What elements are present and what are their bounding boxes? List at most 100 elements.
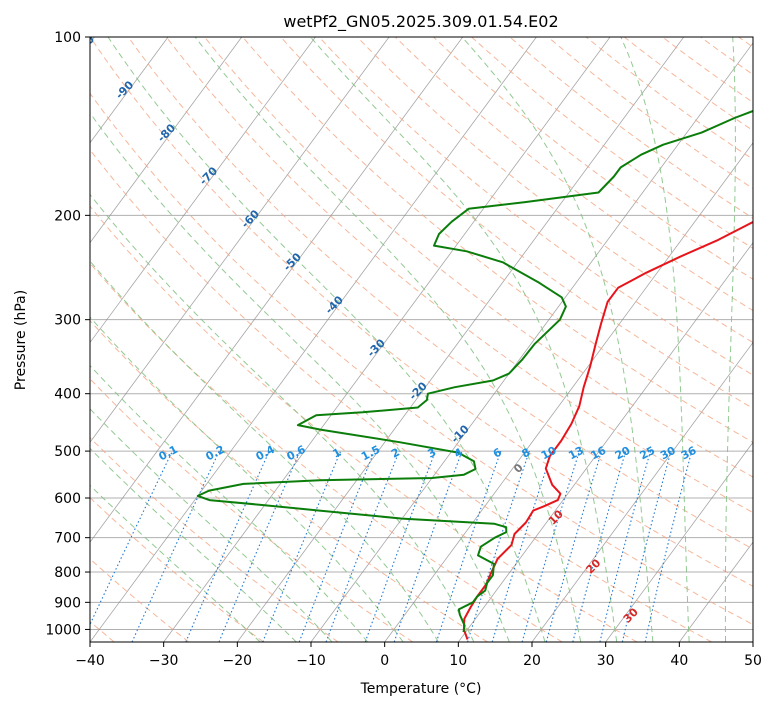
mixing-ratio-label: 1.5: [359, 443, 382, 464]
temperature-profile: [462, 220, 753, 640]
mixing-ratio-line: [599, 450, 652, 642]
y-tick-label: 1000: [45, 622, 81, 638]
y-tick-label: 800: [54, 565, 81, 581]
mixing-ratio-label: 0.4: [254, 443, 278, 464]
moist-adiabat-label: 0: [511, 461, 526, 476]
dry-adiabat: [90, 205, 638, 642]
plot-frame: [89, 36, 754, 643]
x-tick-label: −20: [223, 653, 253, 669]
mixing-ratio-line: [545, 450, 603, 642]
mixing-ratio-label: 30: [658, 444, 678, 463]
mixing-ratio-line: [491, 450, 553, 642]
isotherm-line: [458, 241, 753, 642]
isotherm-line: [384, 142, 753, 642]
dry-adiabat: [90, 149, 712, 642]
isotherm-line: [90, 37, 390, 444]
moist-adiabat: [310, 37, 618, 642]
moist-adiabat: [90, 408, 333, 642]
moist-adiabat: [620, 37, 690, 642]
axes: −40 −30 −20 −10 0 10 20 30 40 5010020030040050060…: [45, 30, 762, 669]
dry-adiabat: [394, 37, 753, 312]
dry-adiabat: [90, 262, 563, 642]
mixing-ratio-label: 10: [539, 444, 559, 463]
dewpoint-profile: [196, 109, 753, 633]
mixing-ratio-label: 6: [491, 445, 504, 460]
isotherm-line: [679, 541, 753, 642]
mixing-ratio-label: 8: [520, 446, 533, 461]
moist-adiabat-label: 20: [583, 556, 603, 576]
moist-adiabat: [90, 193, 475, 642]
y-tick-label: 600: [54, 491, 81, 507]
y-tick-label: 900: [54, 595, 81, 611]
x-tick-label: −10: [296, 653, 326, 669]
mixing-ratio-line: [644, 450, 693, 642]
mixing-ratio-line: [364, 450, 436, 642]
moist-adiabat: [90, 260, 439, 642]
adiabat-label: -60: [239, 207, 262, 230]
mixing-ratio-line: [621, 450, 672, 642]
mixing-ratio-label: 0.1: [157, 443, 180, 464]
x-tick-label: 0: [380, 653, 389, 669]
mixing-ratio-label: 16: [589, 444, 609, 463]
isotherm-line: [90, 37, 537, 642]
y-tick-label: 500: [54, 444, 81, 460]
chart-title: wetPf2_GN05.2025.309.01.54.E02: [283, 12, 558, 32]
mixing-ratio-label: 4: [452, 445, 465, 460]
mixing-ratio-line: [466, 450, 530, 642]
dry-adiabat: [547, 37, 753, 190]
isotherm-line: [163, 37, 611, 642]
mixing-ratio-label: 2: [389, 446, 402, 461]
moist-adiabat-label: 10: [546, 507, 566, 527]
moist-adiabat: [90, 484, 261, 642]
mixing-ratio-line: [185, 450, 270, 642]
dry-adiabat: [90, 378, 414, 642]
x-tick-label: 20: [523, 653, 541, 669]
y-tick-label: 700: [54, 531, 81, 547]
mixing-ratio-line: [435, 450, 502, 642]
mixing-ratio-line: [262, 450, 342, 642]
y-tick-label: 200: [54, 208, 81, 224]
dry-adiabat: [90, 37, 753, 587]
isotherm-line: [237, 37, 685, 642]
x-axis-label: Temperature (°C): [360, 681, 482, 697]
isotherm-line: [90, 37, 169, 144]
dry-adiabat: [90, 319, 488, 642]
mixing-ratio-label: 0.6: [285, 443, 309, 464]
dry-adiabat: [471, 37, 753, 250]
moist-adiabat-label: 30: [621, 605, 641, 625]
mixing-ratio-line: [298, 450, 375, 642]
adiabat-label: -80: [155, 121, 178, 144]
isotherm-line: [90, 37, 316, 344]
x-tick-label: 40: [670, 653, 688, 669]
mixing-ratio-line: [572, 450, 627, 642]
adiabat-label: -30: [365, 336, 388, 359]
isotherm-line: [531, 341, 753, 642]
dry-adiabat: [623, 37, 753, 132]
dry-adiabat: [90, 497, 264, 642]
dry-adiabat: [433, 37, 753, 280]
isotherm-line: [605, 441, 753, 642]
moist-adiabat: [724, 37, 736, 642]
adiabat-label: -10: [449, 422, 472, 445]
moist-adiabat: [90, 316, 404, 642]
dry-adiabat: [90, 92, 753, 626]
isotherm-line: [90, 37, 464, 543]
isotherm-line: [90, 37, 243, 244]
x-tick-label: 30: [597, 653, 615, 669]
x-tick-label: −40: [75, 653, 105, 669]
mixing-ratio-label: 0.2: [204, 443, 227, 464]
moist-adiabat: [90, 447, 297, 642]
moist-adiabat: [194, 37, 582, 642]
y-tick-label: 100: [54, 30, 81, 46]
y-tick-label: 400: [54, 387, 81, 403]
mixing-ratio-label: 25: [638, 444, 658, 463]
plot-lines: [90, 37, 753, 642]
mixing-ratio-line: [218, 450, 301, 642]
mixing-ratio-line: [131, 450, 220, 642]
mixing-ratio-label: 20: [613, 444, 633, 463]
x-tick-label: 50: [744, 653, 762, 669]
dry-adiabat: [318, 37, 753, 376]
adiabat-label: -50: [281, 250, 304, 273]
dry-adiabat: [356, 37, 753, 344]
mixing-ratio-label: 13: [566, 444, 586, 463]
